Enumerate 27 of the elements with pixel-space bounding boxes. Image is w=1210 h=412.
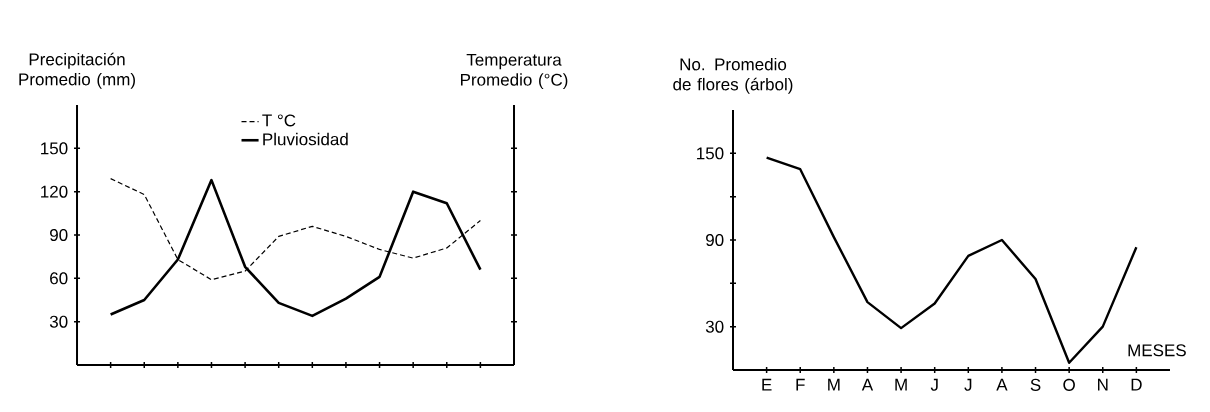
x-tick-label: J	[930, 378, 938, 391]
y-axis-title: No. Promedio de flores (árbol)	[673, 57, 793, 94]
x-tick-label: F	[796, 378, 805, 391]
y-tick-label: 90	[706, 233, 724, 247]
legend-label: T °C	[262, 114, 296, 127]
legend-label: Pluviosidad	[263, 132, 348, 146]
x-tick-label: N	[1098, 378, 1108, 391]
x-tick-label: S	[1030, 378, 1041, 391]
x-tick-label: M	[895, 378, 907, 391]
y-axis-title: Precipitación Promedio (mm)	[19, 52, 135, 89]
x-tick-label: E	[762, 378, 772, 391]
y2-axis-title: Temperatura Promedio (°C)	[461, 53, 568, 90]
line-series	[109, 178, 482, 318]
x-tick-label: D	[1131, 378, 1142, 391]
y-tick-label: 30	[705, 320, 724, 333]
y-tick-label: 150	[697, 147, 724, 160]
y-tick-label: 150	[41, 142, 68, 155]
y-tick-label: 90	[50, 228, 68, 242]
x-tick-label: A	[996, 378, 1008, 391]
x-tick-label: O	[1063, 378, 1075, 391]
y-tick-label: 120	[41, 185, 68, 198]
y-tick-label: 30	[49, 315, 68, 328]
x-tick-label: A	[861, 378, 874, 391]
y-tick-label: 60	[50, 272, 68, 285]
x-tick-label: M	[828, 378, 840, 391]
x-axis-title: MESES	[1128, 344, 1186, 357]
x-tick-label: J	[964, 378, 972, 391]
